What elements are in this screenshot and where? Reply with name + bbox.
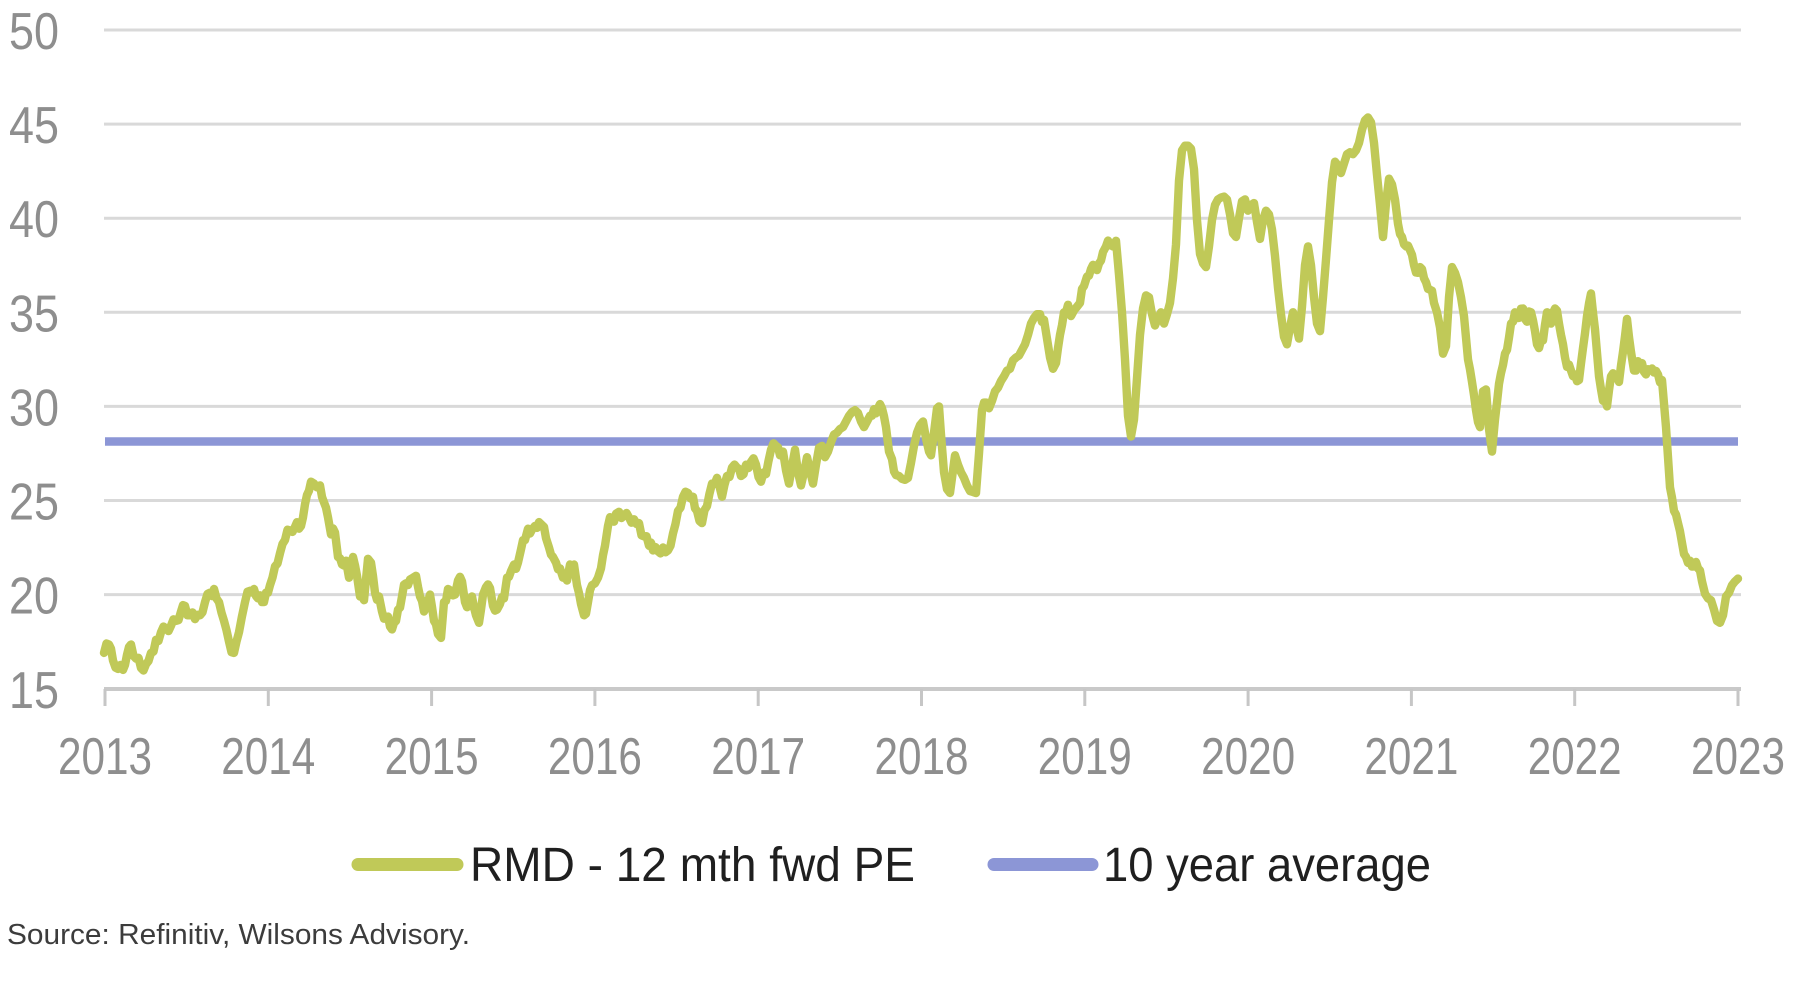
svg-text:2022: 2022 xyxy=(1528,728,1622,786)
svg-text:50: 50 xyxy=(9,3,59,61)
svg-text:2019: 2019 xyxy=(1038,728,1132,786)
svg-text:2013: 2013 xyxy=(58,728,152,786)
svg-text:35: 35 xyxy=(9,285,59,343)
svg-text:30: 30 xyxy=(9,379,59,437)
svg-text:2014: 2014 xyxy=(221,728,315,786)
svg-text:10 year average: 10 year average xyxy=(1103,839,1431,892)
svg-text:2017: 2017 xyxy=(711,728,805,786)
svg-text:RMD - 12 mth fwd PE: RMD - 12 mth fwd PE xyxy=(470,839,915,892)
svg-text:25: 25 xyxy=(9,474,59,532)
svg-text:Source: Refinitiv, Wilsons Adv: Source: Refinitiv, Wilsons Advisory. xyxy=(7,919,470,951)
svg-text:40: 40 xyxy=(9,191,59,249)
svg-text:15: 15 xyxy=(9,662,59,720)
svg-text:2020: 2020 xyxy=(1201,728,1295,786)
svg-text:2015: 2015 xyxy=(385,728,479,786)
svg-text:45: 45 xyxy=(9,97,59,155)
svg-text:2016: 2016 xyxy=(548,728,642,786)
svg-text:2023: 2023 xyxy=(1691,728,1785,786)
svg-text:20: 20 xyxy=(9,568,59,626)
svg-text:2018: 2018 xyxy=(875,728,969,786)
svg-text:2021: 2021 xyxy=(1364,728,1458,786)
